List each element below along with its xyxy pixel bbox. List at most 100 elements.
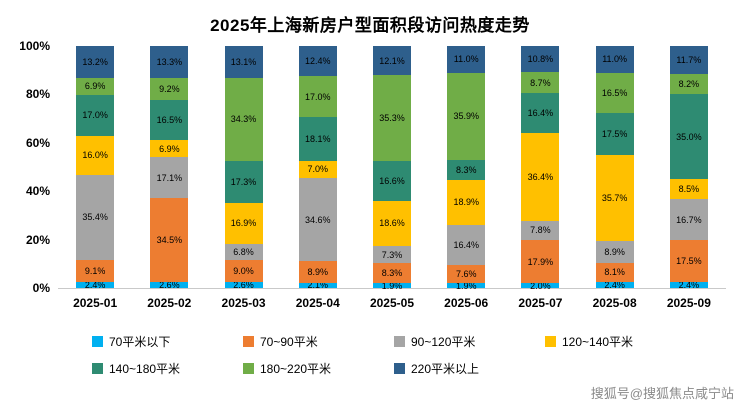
segment-label: 8.7% bbox=[530, 77, 551, 88]
bar-segment: 35.3% bbox=[372, 75, 411, 161]
bar-segment: 17.1% bbox=[150, 156, 189, 199]
bar-segment: 2.0% bbox=[521, 281, 560, 291]
bar-segment: 36.4% bbox=[521, 132, 560, 221]
segment-label: 8.3% bbox=[455, 164, 477, 175]
segment-label: 18.9% bbox=[453, 197, 479, 208]
segment-label: 35.4% bbox=[82, 212, 108, 223]
legend-label: 120~140平米 bbox=[562, 335, 634, 349]
segment-label: 16.0% bbox=[82, 150, 108, 161]
legend-label: 220平米以上 bbox=[411, 362, 480, 376]
segment-label: 13.3% bbox=[156, 57, 183, 68]
segment-label: 7.3% bbox=[381, 249, 403, 260]
y-tick-label: 40% bbox=[25, 184, 50, 199]
y-tick-label: 0% bbox=[32, 281, 50, 295]
bar-segment: 2.4% bbox=[76, 280, 115, 290]
legend-item-1: 70~90平米 bbox=[243, 333, 394, 350]
bar-segment: 7.6% bbox=[447, 265, 486, 284]
bar-segment: 34.5% bbox=[150, 198, 189, 282]
bar-2025-02: 2.6% 34.5% 17.1% 6.9% 16.5% 9.2% 13.3% bbox=[150, 46, 189, 290]
segment-label: 13.1% bbox=[230, 56, 257, 67]
bar-segment: 17.0% bbox=[76, 94, 115, 136]
legend-label: 90~120平米 bbox=[411, 335, 476, 349]
segment-label: 8.1% bbox=[604, 267, 625, 278]
segment-label: 6.9% bbox=[84, 81, 106, 92]
segment-label: 16.7% bbox=[676, 214, 702, 225]
bar-segment: 8.9% bbox=[298, 261, 337, 283]
bar-segment: 16.6% bbox=[372, 160, 411, 201]
bar-segment: 35.7% bbox=[595, 154, 634, 242]
bar-segment: 35.4% bbox=[76, 174, 115, 261]
segment-label: 8.9% bbox=[604, 246, 625, 257]
bar-segment: 8.7% bbox=[521, 72, 560, 94]
legend-label: 70~90平米 bbox=[260, 335, 318, 349]
legend-swatch bbox=[92, 363, 103, 374]
bar-segment: 16.7% bbox=[669, 199, 708, 240]
segment-label: 16.5% bbox=[601, 87, 628, 98]
bar-segment: 9.1% bbox=[76, 260, 115, 283]
segment-label: 11.7% bbox=[676, 55, 702, 66]
x-tick-label: 2025-08 bbox=[592, 296, 637, 310]
bar-segment: 18.9% bbox=[447, 179, 486, 226]
segment-label: 18.1% bbox=[305, 133, 331, 144]
segment-label: 11.0% bbox=[453, 54, 479, 65]
bar-segment: 8.2% bbox=[669, 74, 708, 95]
bar-segment: 16.0% bbox=[76, 135, 115, 175]
bar-segment: 34.3% bbox=[224, 77, 263, 161]
bar-segment: 34.6% bbox=[298, 177, 337, 262]
segment-label: 16.6% bbox=[379, 175, 405, 186]
segment-label: 35.3% bbox=[379, 112, 405, 123]
segment-label: 17.1% bbox=[156, 172, 183, 183]
segment-label: 6.8% bbox=[233, 246, 254, 257]
segment-label: 34.3% bbox=[230, 114, 257, 125]
bar-segment: 16.4% bbox=[447, 225, 486, 266]
legend-swatch bbox=[394, 363, 405, 374]
bar-segment: 12.4% bbox=[298, 46, 337, 77]
segment-label: 16.4% bbox=[527, 108, 554, 119]
segment-label: 8.9% bbox=[307, 267, 329, 278]
bar-segment: 17.5% bbox=[595, 112, 634, 155]
segment-label: 2.6% bbox=[233, 279, 254, 290]
bar-segment: 11.0% bbox=[595, 46, 634, 73]
bar-segment: 16.4% bbox=[521, 93, 560, 133]
bar-segment: 35.0% bbox=[669, 94, 708, 179]
watermark: 搜狐号@搜狐焦点咸宁站 bbox=[590, 386, 734, 401]
segment-label: 2.4% bbox=[678, 280, 700, 291]
segment-label: 34.6% bbox=[305, 214, 331, 225]
y-axis: 0% 20% 40% 60% 80% 100% bbox=[6, 39, 58, 295]
segment-label: 17.5% bbox=[601, 128, 628, 139]
legend-swatch bbox=[243, 336, 254, 347]
segment-label: 2.4% bbox=[604, 280, 625, 291]
bar-segment: 18.6% bbox=[372, 200, 411, 246]
bar-segment: 1.9% bbox=[447, 280, 486, 291]
legend-label: 70平米以下 bbox=[109, 335, 171, 349]
legend-item-6: 220平米以上 bbox=[394, 360, 545, 377]
bar-segment: 35.9% bbox=[447, 72, 486, 160]
legend: 70平米以下 70~90平米 90~120平米 120~140平米 140~180平米… bbox=[92, 333, 696, 387]
bar-segment: 13.2% bbox=[76, 46, 115, 78]
bar-segment: 7.8% bbox=[521, 220, 560, 240]
bar-segment: 6.9% bbox=[76, 78, 115, 95]
segment-label: 8.5% bbox=[678, 184, 700, 195]
bar-segment: 13.1% bbox=[224, 46, 263, 78]
segment-label: 9.0% bbox=[233, 265, 254, 276]
legend-item-3: 120~140平米 bbox=[545, 333, 696, 350]
segment-label: 17.3% bbox=[230, 176, 257, 187]
bar-segment: 9.0% bbox=[224, 259, 263, 282]
segment-label: 10.8% bbox=[527, 54, 554, 65]
bar-segment: 7.0% bbox=[298, 160, 337, 178]
segment-label: 35.9% bbox=[453, 111, 479, 122]
x-tick-label: 2025-07 bbox=[518, 296, 563, 310]
segment-label: 6.9% bbox=[159, 143, 180, 154]
bar-2025-03: 2.6% 9.0% 6.8% 16.9% 17.3% 34.3% 13.1% bbox=[224, 46, 263, 290]
bar-segment: 16.5% bbox=[150, 100, 189, 141]
segment-label: 35.0% bbox=[676, 131, 702, 142]
segment-label: 17.5% bbox=[676, 256, 702, 267]
bar-segment: 17.3% bbox=[224, 160, 263, 203]
bar-segment: 11.0% bbox=[447, 46, 486, 73]
x-axis: 2025-01 2025-02 2025-03 2025-04 2025-05 2025-… bbox=[58, 289, 726, 310]
bar-segment: 2.4% bbox=[595, 280, 634, 291]
segment-label: 1.9% bbox=[455, 280, 477, 291]
legend-item-5: 180~220平米 bbox=[243, 360, 394, 377]
bar-2025-08: 2.4% 8.1% 8.9% 35.7% 17.5% 16.5% 11.0% bbox=[595, 46, 634, 291]
segment-label: 8.2% bbox=[678, 79, 700, 90]
